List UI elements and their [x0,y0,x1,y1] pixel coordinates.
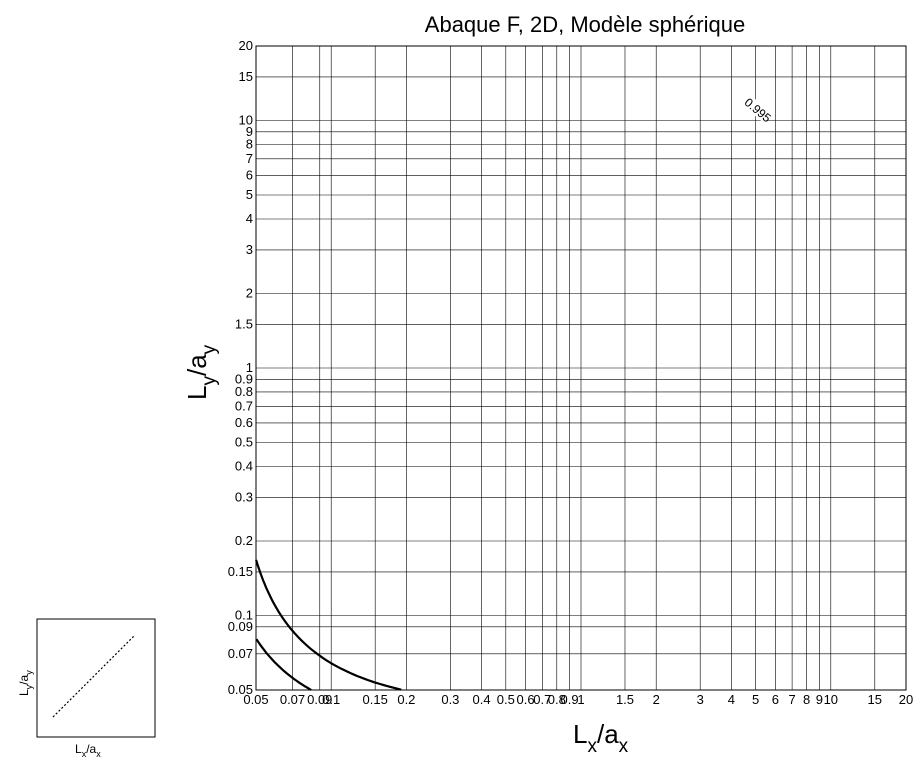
y-tick-label: 0.1 [235,607,253,622]
x-tick-label: 0.8 [548,692,566,707]
inset-frame [36,618,156,738]
y-tick-label: 0.05 [228,682,253,697]
x-tick-label: 0.6 [517,692,535,707]
inset-dotted-line [52,634,136,718]
x-tick-label: 3 [697,692,704,707]
inset-x-label: Lx/ax [75,742,101,759]
y-tick-label: 7 [246,151,253,166]
y-tick-label: 0.8 [235,384,253,399]
contour-label-bg [743,96,773,124]
y-tick-label: 0.7 [235,398,253,413]
x-tick-label: 6 [772,692,779,707]
y-tick-label: 0.15 [228,564,253,579]
y-tick-label: 0.2 [235,533,253,548]
x-tick-label: 20 [899,692,913,707]
y-tick-label: 9 [246,124,253,139]
x-tick-label: 0.2 [397,692,415,707]
contour-label: 0.995 [742,95,774,125]
x-tick-label: 5 [752,692,759,707]
x-tick-label: 7 [788,692,795,707]
x-tick-label: 0.7 [533,692,551,707]
y-tick-label: 1 [246,360,253,375]
contour-lines [255,559,402,691]
contour-line [255,638,312,691]
y-tick-label: 20 [239,38,253,53]
y-tick-label: 15 [239,69,253,84]
x-tick-label: 0.09 [307,692,332,707]
y-tick-label: 5 [246,187,253,202]
x-tick-label: 0.05 [243,692,268,707]
x-tick-label: 9 [816,692,823,707]
x-tick-label: 0.9 [561,692,579,707]
x-tick-label: 0.07 [280,692,305,707]
y-tick-label: 0.5 [235,435,253,450]
y-tick-label: 3 [246,242,253,257]
x-tick-label: 1 [577,692,584,707]
x-tick-label: 10 [824,692,838,707]
x-tick-label: 4 [728,692,735,707]
x-tick-label: 2 [653,692,660,707]
x-tick-label: 8 [803,692,810,707]
x-tick-labels: 0.05 0.07 0.090.1 0.15 0.2 0.3 0.4 0.5 0.60.70.8… [243,692,913,707]
inset-legend: Lx/ax Ly/ay [17,618,156,759]
grid-lines [255,45,907,691]
x-tick-label: 1.5 [616,692,634,707]
x-tick-label: 0.15 [363,692,388,707]
y-tick-label: 0.6 [235,415,253,430]
inset-y-label: Ly/ay [17,670,34,696]
plot-frame [255,45,907,691]
y-tick-label: 10 [239,113,253,128]
contour-line [255,559,402,691]
x-tick-label: 0.4 [473,692,491,707]
y-tick-label: 1.5 [235,316,253,331]
y-tick-label: 8 [246,136,253,151]
y-tick-label: 0.3 [235,489,253,504]
chart-title: Abaque F, 2D, Modèle sphérique [425,12,745,37]
y-tick-label: 0.09 [228,619,253,634]
y-tick-label: 4 [246,211,253,226]
y-tick-labels: 0.05 0.07 0.090.1 0.15 0.2 0.3 0.4 0.5 0.6 0.70.8… [228,38,253,697]
y-tick-label: 6 [246,167,253,182]
x-axis-label: Lx/ax [573,719,629,757]
y-axis-label: Ly/ay [182,344,220,400]
x-tick-label: 15 [868,692,882,707]
y-tick-label: 0.4 [235,458,253,473]
contour-labels: 0.995 [742,95,774,125]
x-tick-label: 0.1 [322,692,340,707]
y-tick-label: 2 [246,285,253,300]
x-tick-label: 0.3 [441,692,459,707]
x-tick-label: 0.5 [497,692,515,707]
y-tick-label: 0.9 [235,371,253,386]
y-tick-label: 0.07 [228,646,253,661]
